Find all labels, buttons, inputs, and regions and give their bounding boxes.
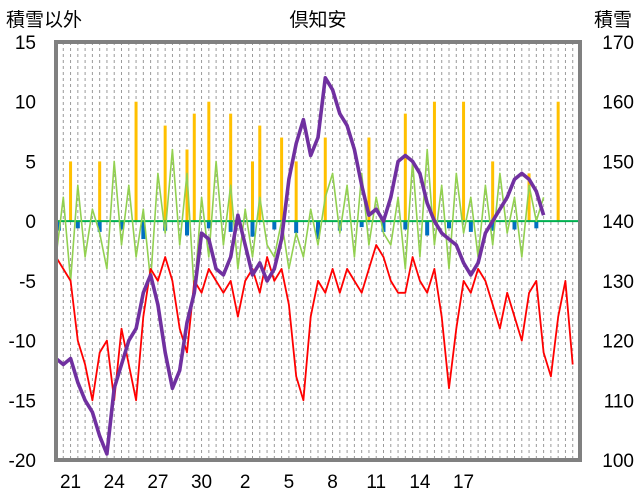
precip-bar [75,221,80,229]
y-left-tick-label: -15 [9,391,36,412]
x-tick-label: 17 [453,472,474,493]
y-right-title: 積雪 [594,9,632,31]
snow-depth-line [54,76,546,456]
y-right-tick-label: 110 [604,391,634,412]
precip-bar [185,221,189,236]
x-tick-label: 30 [191,472,212,493]
precip-bar [425,221,430,236]
snowfall-bar [192,113,196,222]
snowfall-bars [69,101,560,222]
y-left-tick-label: 10 [15,93,36,114]
y-right-tick-label: 170 [602,33,634,54]
precip-bar [381,221,386,232]
chart-title: 倶知安 [289,9,346,31]
x-tick-label: 5 [284,472,295,493]
snowfall-bar [403,113,407,222]
precip-bar [468,221,473,232]
y-left-ticks: -20 -15 -10 -5 0 5 10 15 [9,33,36,472]
precip-bar [534,221,539,229]
precip-bar [294,221,299,234]
snowfall-bar [527,173,531,222]
y-right-tick-label: 130 [602,272,634,293]
x-tick-label: 21 [60,472,81,493]
y-left-tick-label: -10 [9,332,36,353]
snowfall-bar [163,125,167,222]
precip-bar [250,221,255,237]
y-left-tick-label: 15 [15,33,36,54]
y-right-tick-label: 140 [602,212,634,233]
snowfall-bar [98,161,102,222]
precip-bars [56,221,539,240]
precip-bar [272,221,277,230]
y-right-tick-label: 150 [602,152,634,173]
precip-bar [141,221,146,240]
precip-bar [447,221,451,229]
snowfall-bar [207,101,211,222]
y-left-tick-label: 0 [25,212,36,233]
snowfall-bar [69,161,73,222]
snowfall-bar [134,101,138,222]
x-tick-label: 24 [104,472,126,493]
temperature-line [55,244,574,402]
snowfall-bar [251,161,254,222]
y-right-tick-label: 100 [602,451,634,472]
precip-bar [228,221,233,232]
plot-frame [54,40,582,462]
y-right-tick-label: 160 [602,93,634,114]
precip-bar [337,221,342,231]
snowfall-bar [491,161,495,222]
x-tick-label: 14 [409,472,431,493]
snowfall-bar [294,161,298,222]
x-tick-label: 11 [366,472,386,493]
y-right-ticks: 100 110 120 130 140 150 160 170 [602,33,634,472]
precip-bar [316,221,320,240]
y-left-tick-label: -5 [19,272,36,293]
precip-bar [119,221,124,230]
snowfall-bar [258,125,262,222]
precip-bar [512,221,517,230]
x-tick-label: 8 [327,472,338,493]
y-left-tick-label: 5 [25,152,36,173]
sunshine-line [55,148,545,294]
snowfall-bar [556,101,560,222]
snowfall-bar [462,101,466,222]
y-left-title: 積雪以外 [6,9,82,31]
precip-bar [56,221,61,231]
precip-bar [97,221,102,232]
snowfall-bar [367,137,371,222]
x-ticks: 21 24 27 30 2 5 8 11 14 17 [60,472,474,493]
snowfall-bar [280,137,284,222]
precip-bar [490,221,495,231]
precip-bar [206,221,211,229]
series-lines [54,76,574,456]
x-tick-label: 2 [240,472,251,493]
snowfall-bar [432,101,436,222]
x-tick-label: 27 [147,472,168,493]
y-right-tick-label: 120 [602,332,634,353]
snowfall-bar [323,137,327,222]
precip-bar [359,221,364,228]
y-left-tick-label: -20 [9,451,36,472]
snowfall-bar [229,113,233,222]
grid-lines [62,42,574,460]
precip-bar [403,221,408,230]
